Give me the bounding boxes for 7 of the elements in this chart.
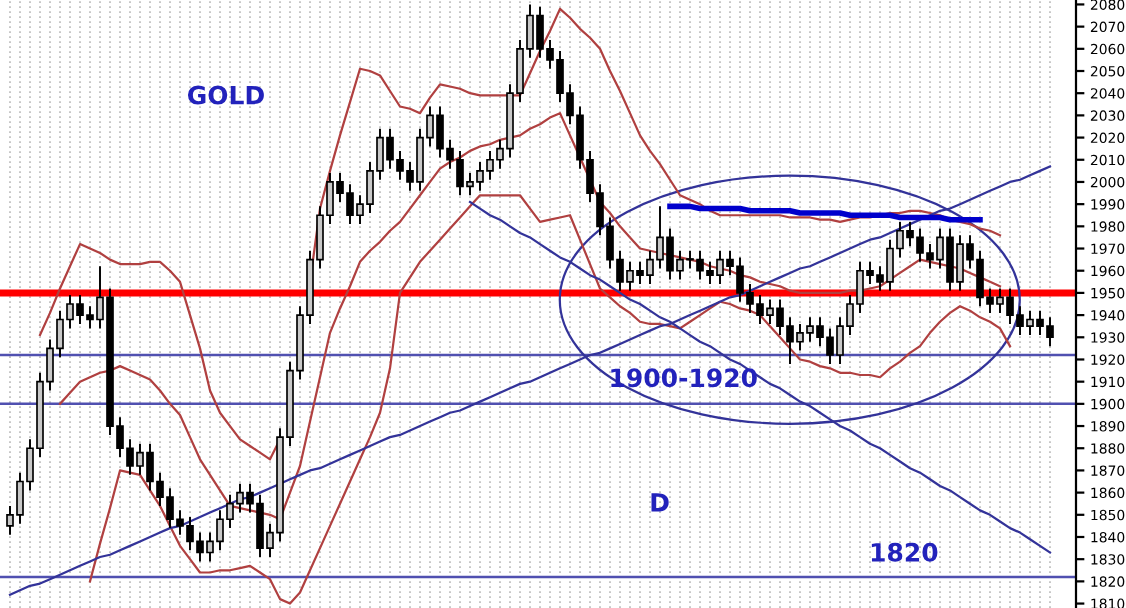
line-series xyxy=(88,194,1012,605)
annotation: 1900-1920 xyxy=(611,368,757,388)
annotation: GOLD xyxy=(187,85,264,105)
line-series xyxy=(8,165,1052,596)
annotation: 1820 xyxy=(871,542,938,562)
line-series xyxy=(667,203,983,223)
annotation: D xyxy=(651,493,669,512)
